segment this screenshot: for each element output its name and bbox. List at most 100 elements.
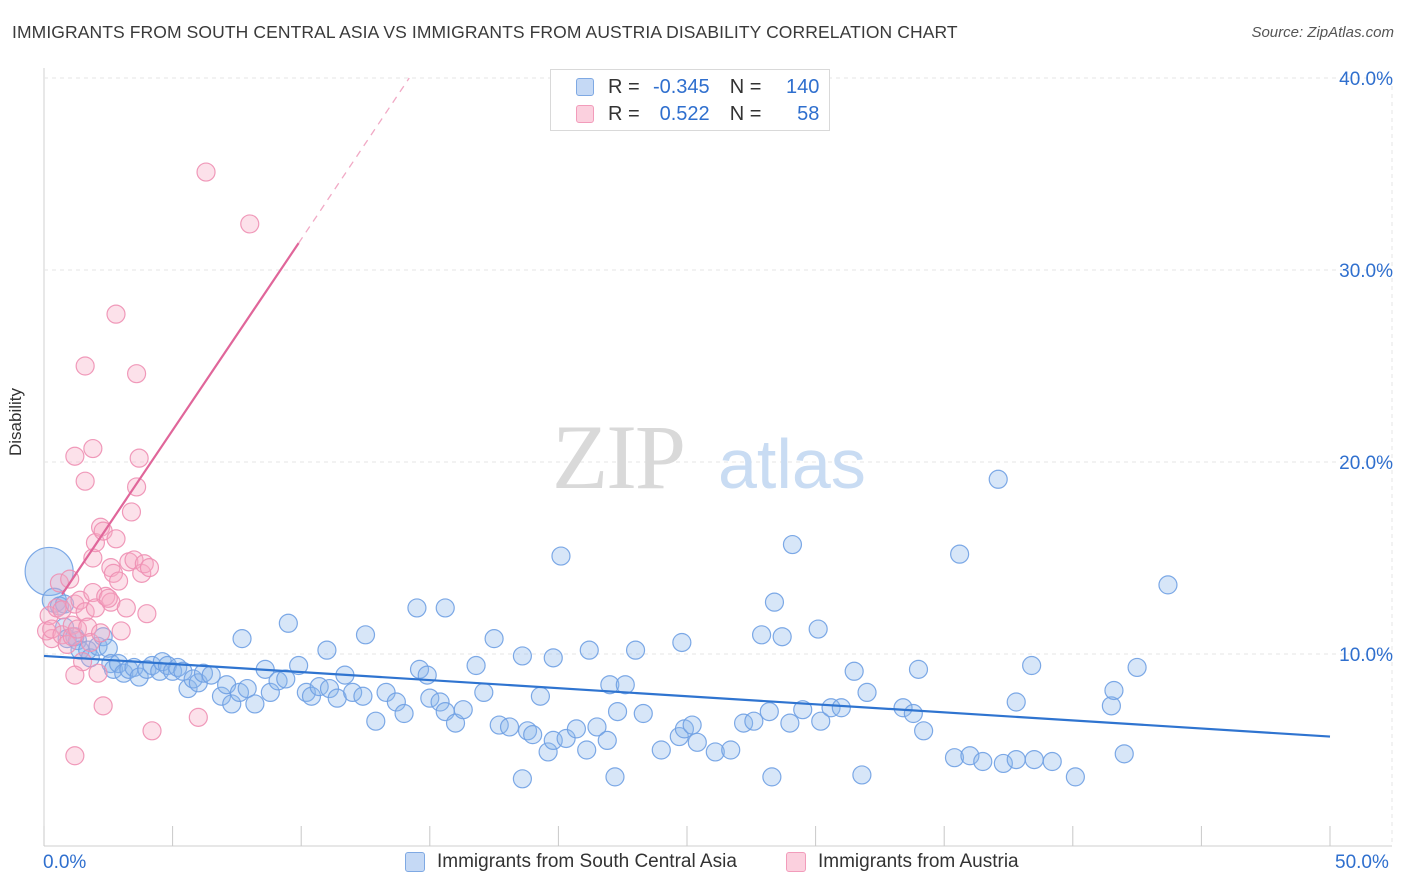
blue-point	[762, 767, 782, 787]
pink-point	[106, 529, 126, 549]
blue-point	[687, 732, 707, 752]
chart-title: IMMIGRANTS FROM SOUTH CENTRAL ASIA VS IM…	[12, 22, 958, 42]
legend-swatch-pink	[786, 852, 806, 872]
blue-point	[607, 701, 628, 722]
blue-point	[556, 728, 576, 749]
blue-point	[24, 546, 74, 597]
r-label: R =	[608, 75, 640, 98]
pink-point	[65, 594, 85, 614]
blue-n-value: 140	[786, 75, 820, 98]
blue-point	[780, 713, 800, 733]
blue-r-value: -0.345	[652, 75, 710, 98]
blue-point	[1158, 575, 1178, 595]
blue-point	[211, 686, 232, 706]
blue-point	[551, 546, 571, 566]
blue-point	[484, 629, 504, 649]
blue-point	[301, 686, 322, 706]
legend-item-austria[interactable]: Immigrants from Austria	[786, 851, 1019, 873]
blue-point	[1006, 749, 1026, 770]
pink-point	[121, 502, 142, 522]
pink-point	[134, 554, 154, 574]
blue-point	[394, 703, 414, 724]
blue-point	[538, 742, 558, 762]
watermark-atlas: atlas	[718, 425, 866, 503]
blue-point	[453, 700, 473, 720]
blue-point	[407, 598, 427, 618]
blue-point	[343, 682, 363, 703]
watermark: ZIP atlas	[552, 406, 866, 508]
stats-row-blue: R = -0.345 N = 140	[551, 74, 819, 100]
pink-point	[98, 588, 118, 608]
blue-point	[114, 663, 134, 683]
pink-point	[42, 619, 62, 639]
pink-point	[106, 304, 126, 324]
blue-point	[543, 648, 563, 668]
x-tick-label-min: 0.0%	[43, 852, 87, 873]
blue-point	[793, 700, 813, 720]
blue-point	[1006, 692, 1026, 712]
pink-r-value: 0.522	[659, 102, 710, 125]
blue-point	[142, 655, 162, 676]
blue-point	[1127, 657, 1147, 678]
pink-point	[83, 438, 103, 459]
pink-point	[129, 448, 149, 468]
pink-point	[62, 615, 82, 635]
pink-point	[93, 696, 113, 716]
y-tick-labels: 10.0% 20.0% 30.0% 40.0%	[1339, 69, 1393, 666]
blue-point	[705, 742, 725, 762]
series-legend: Immigrants from South Central Asia Immig…	[0, 851, 1406, 877]
blue-point	[908, 659, 929, 679]
blue-point	[353, 686, 373, 706]
blue-point	[682, 715, 702, 735]
blue-point	[893, 698, 913, 718]
blue-point	[950, 544, 970, 564]
pink-trend-extension	[298, 77, 410, 244]
blue-point	[245, 694, 265, 714]
blue-point	[852, 765, 872, 785]
legend-item-south-central-asia[interactable]: Immigrants from South Central Asia	[405, 851, 737, 873]
blue-point	[751, 625, 772, 645]
blue-point	[237, 678, 257, 699]
blue-point	[857, 682, 877, 703]
pink-point	[240, 214, 260, 234]
y-axis-label: Disability	[6, 387, 25, 456]
pink-point	[49, 573, 70, 593]
blue-point	[409, 659, 430, 679]
pink-point	[126, 364, 147, 384]
blue-point	[222, 694, 242, 714]
series-blue-points	[24, 469, 1178, 789]
blue-point	[420, 688, 440, 708]
pink-point	[116, 598, 136, 618]
watermark-zip: ZIP	[552, 406, 684, 508]
blue-point	[587, 717, 607, 737]
stats-legend: R = -0.345 N = 140 R = 0.522 N = 58	[550, 69, 830, 131]
blue-point	[993, 753, 1013, 774]
pink-point	[75, 602, 95, 622]
blue-point	[260, 682, 280, 703]
blue-point	[232, 629, 252, 649]
x-tick-label-max: 50.0%	[1335, 852, 1389, 873]
blue-point	[605, 767, 625, 787]
pink-point	[80, 632, 100, 653]
blue-point	[499, 717, 520, 737]
blue-point	[530, 686, 550, 706]
blue-point	[566, 719, 587, 739]
n-label: N =	[729, 75, 762, 98]
pink-point	[65, 665, 85, 685]
pink-point	[139, 557, 160, 578]
blue-point	[1065, 767, 1085, 787]
blue-point	[615, 675, 635, 695]
blue-point	[625, 640, 646, 660]
trend-lines	[43, 77, 1331, 738]
blue-point	[808, 619, 828, 639]
n-label: N =	[729, 102, 762, 125]
blue-swatch	[576, 78, 594, 96]
blue-point	[764, 592, 785, 612]
blue-point	[744, 711, 764, 731]
blue-point	[844, 661, 864, 681]
blue-point	[759, 701, 779, 722]
blue-point	[193, 663, 214, 683]
blue-point	[973, 751, 993, 772]
y-tick-label: 20.0%	[1339, 453, 1393, 474]
